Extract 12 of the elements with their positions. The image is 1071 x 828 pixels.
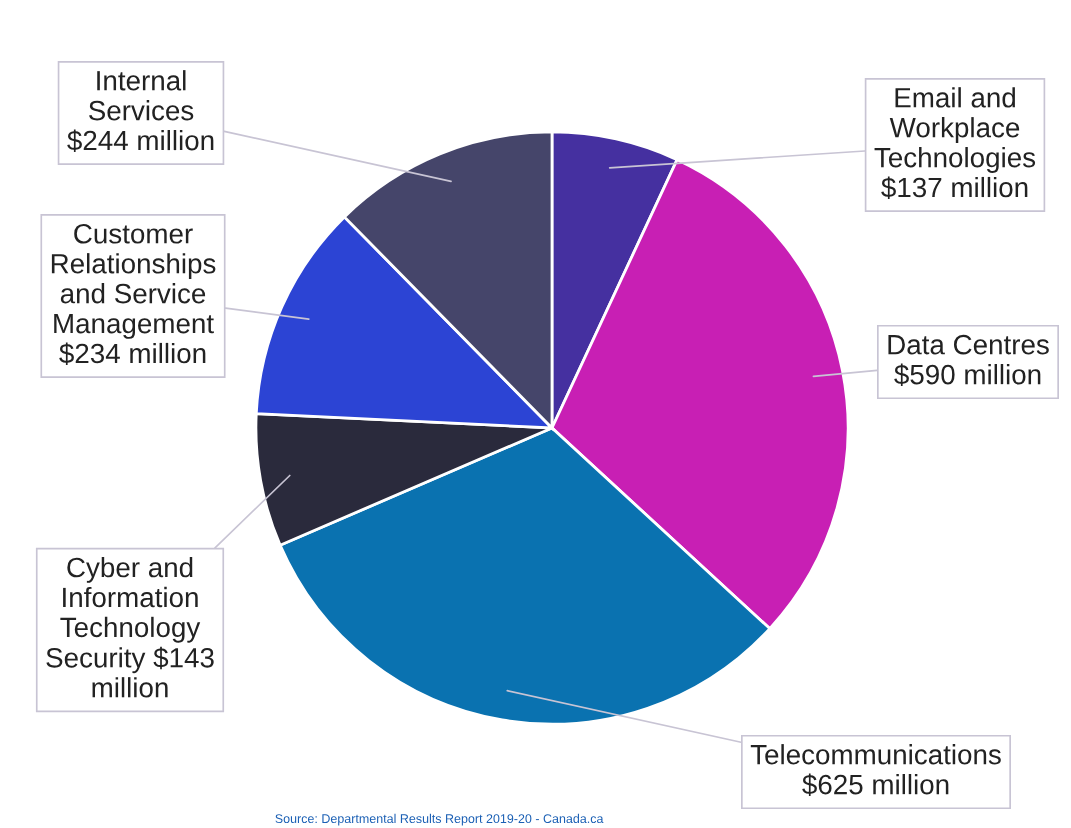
slice-label: Internal Services bbox=[89, 70, 194, 121]
slice-label: Cyber and Information Technology Security $143 million bbox=[46, 556, 214, 698]
data-label: $234 million bbox=[59, 342, 206, 365]
data-label: $625 million bbox=[802, 773, 949, 797]
slice-label: Data Centres bbox=[888, 334, 1049, 355]
data-label: $137 million bbox=[881, 176, 1028, 199]
slice-label: Customer Relationships and Service Management bbox=[51, 223, 216, 339]
slice-label: Email and Workplace Technologies bbox=[874, 87, 1036, 173]
slice-label: Telecommunications bbox=[750, 744, 1001, 765]
data-label: $590 million bbox=[894, 363, 1041, 387]
data-label: $244 million bbox=[67, 129, 214, 153]
source-note: Source: Departmental Results Report 2019-20 - Canada.ca bbox=[275, 813, 604, 826]
